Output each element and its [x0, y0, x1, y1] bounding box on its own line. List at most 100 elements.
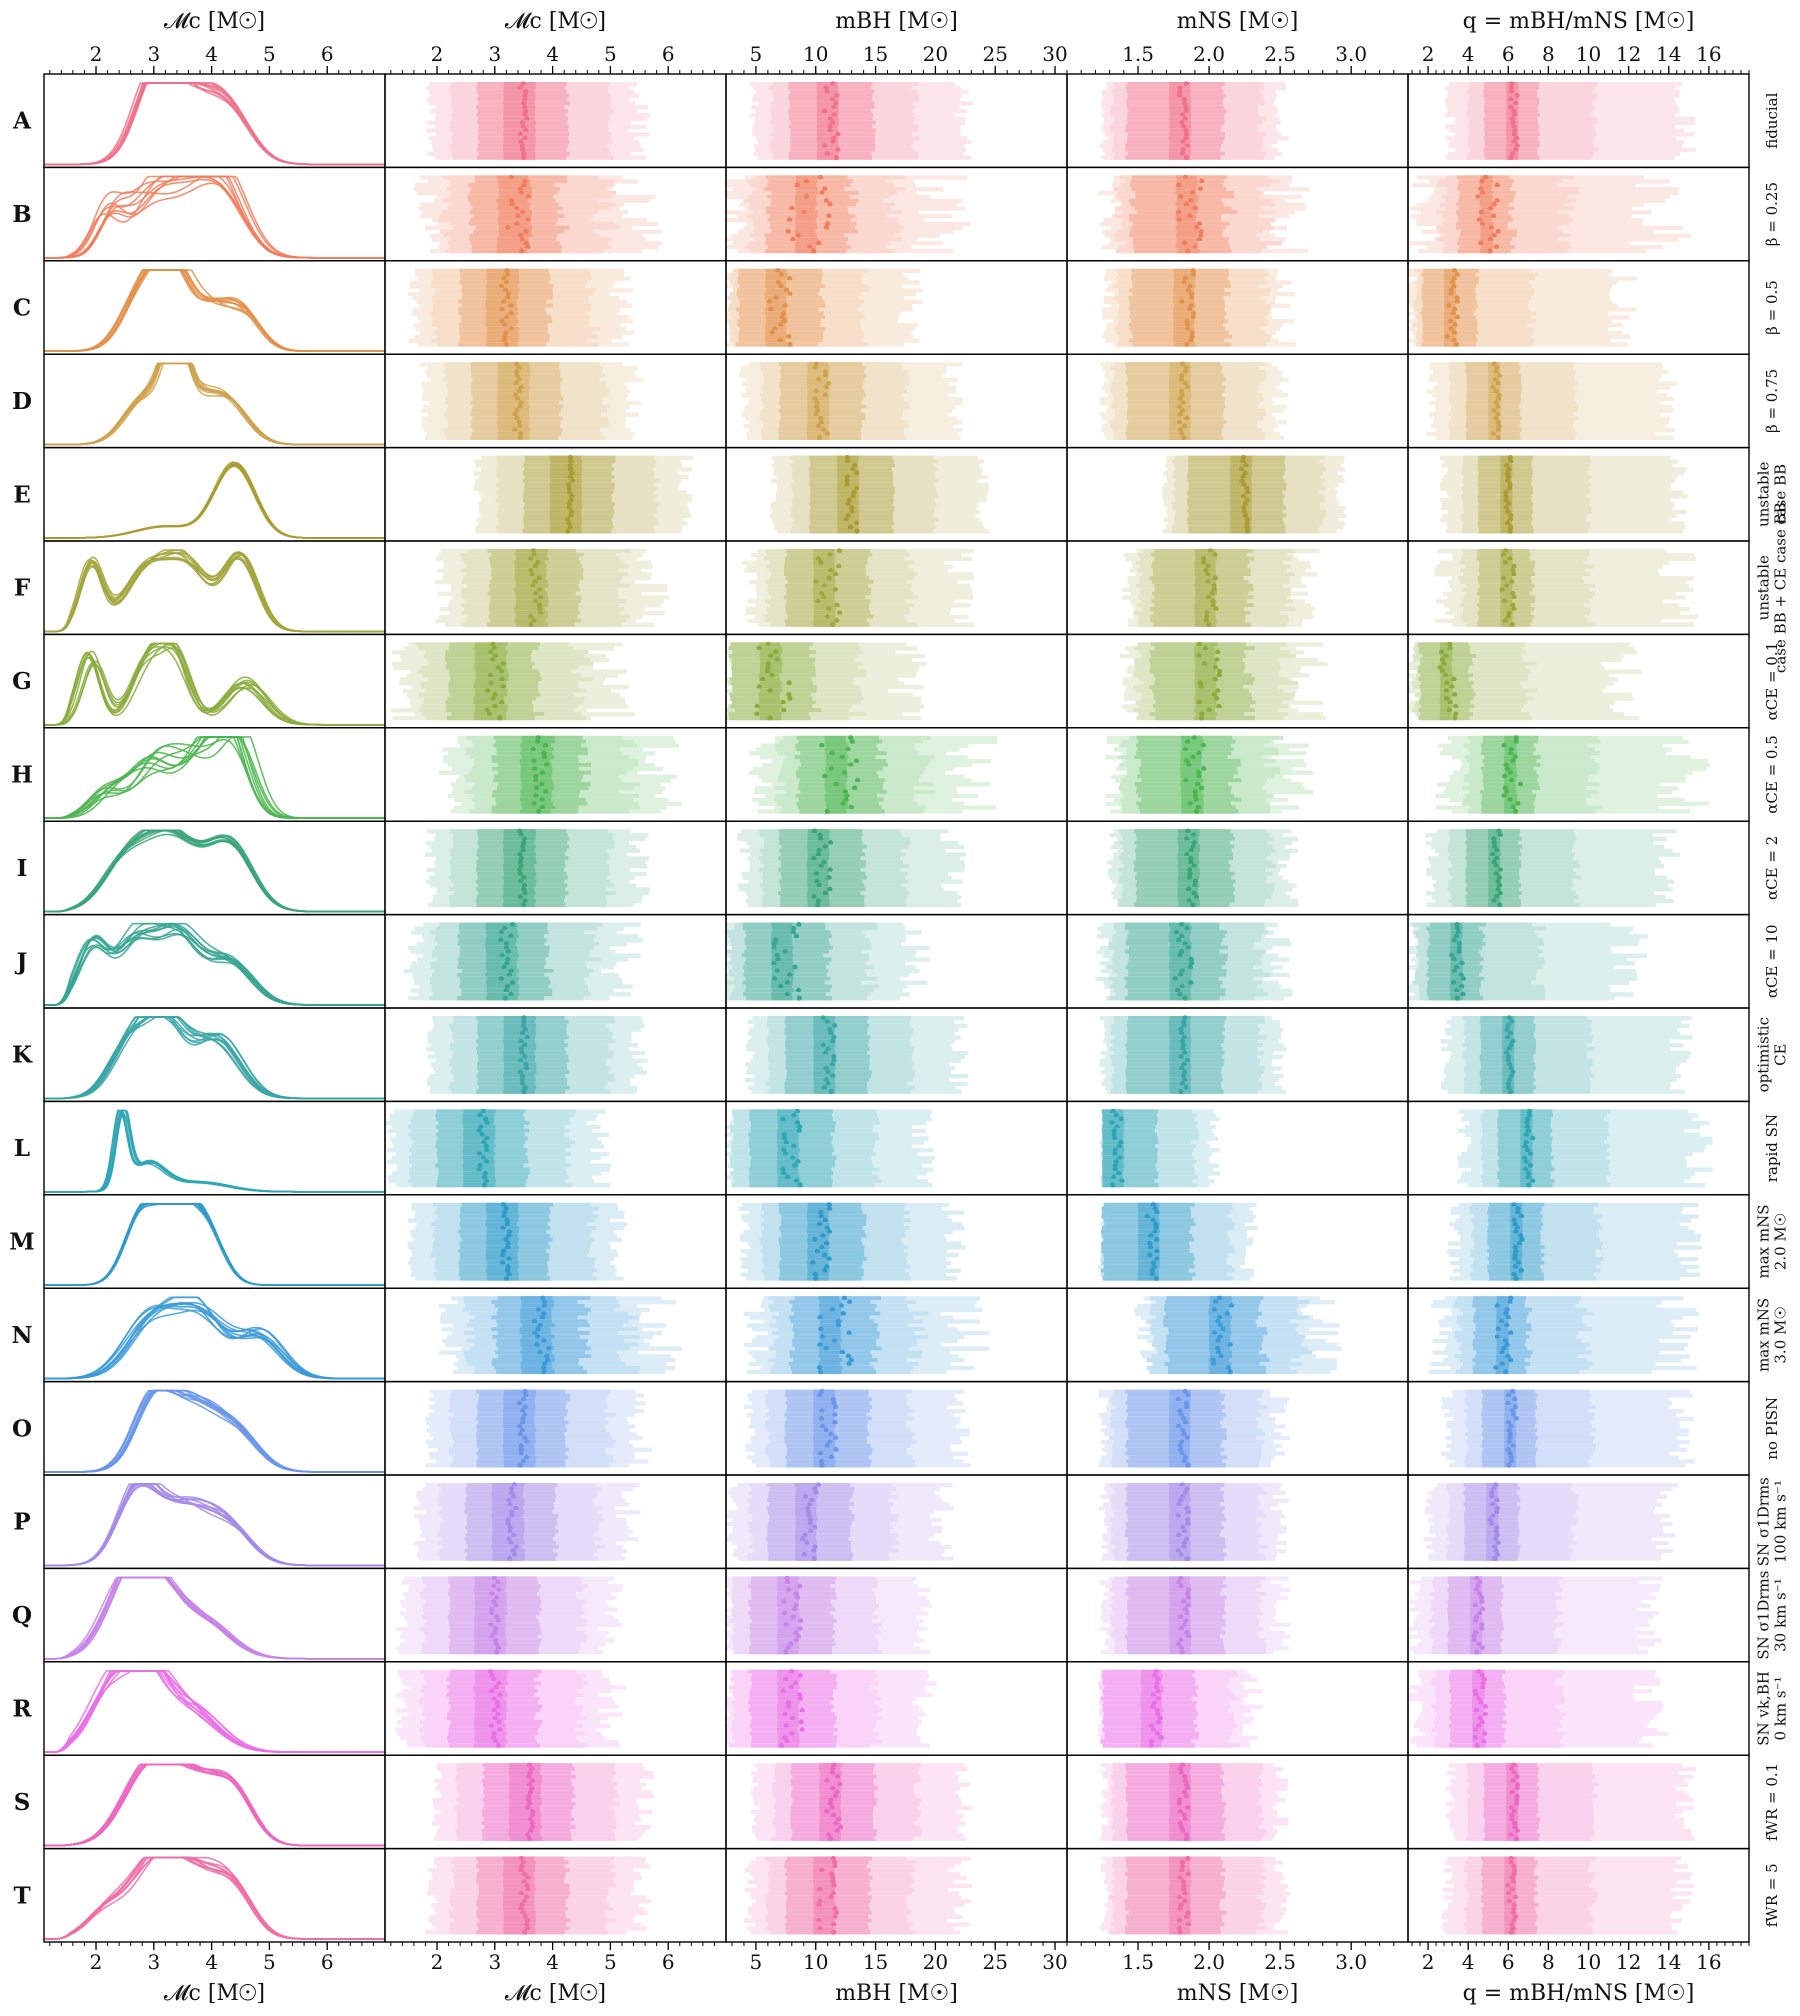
range-band: [514, 576, 546, 581]
median-point: [818, 559, 824, 566]
median-point: [845, 458, 851, 464]
median-point: [853, 520, 859, 526]
median-point: [827, 840, 834, 846]
panel-K-2: [426, 1015, 648, 1095]
range-band: [807, 397, 829, 402]
median-point: [826, 606, 832, 612]
range-band: [1506, 128, 1518, 133]
median-point: [1196, 641, 1202, 647]
density-curve: [44, 645, 385, 726]
median-point: [1184, 415, 1190, 421]
range-band: [503, 1043, 537, 1048]
median-point: [1244, 497, 1250, 503]
median-point: [516, 377, 522, 383]
median-point: [569, 478, 576, 484]
range-band: [758, 708, 780, 713]
median-point: [1504, 462, 1510, 468]
median-point: [830, 621, 836, 628]
panel-I-5: [1425, 828, 1681, 908]
median-point: [1478, 240, 1484, 246]
median-point: [1241, 509, 1247, 515]
range-band: [837, 509, 860, 515]
median-point: [1506, 1085, 1512, 1091]
range-band: [503, 902, 535, 907]
range-band: [825, 778, 847, 783]
range-band: [1450, 980, 1463, 985]
median-point: [1495, 886, 1501, 892]
median-point: [1182, 369, 1189, 375]
range-band: [813, 610, 836, 616]
range-band: [1176, 210, 1198, 215]
median-point: [1184, 322, 1190, 328]
median-point: [1188, 295, 1194, 301]
median-point: [1525, 1128, 1531, 1134]
range-band: [475, 704, 508, 709]
range-band: [1195, 677, 1217, 682]
median-point: [768, 306, 774, 312]
range-band: [1129, 218, 1222, 223]
median-point: [813, 404, 820, 410]
median-point: [827, 552, 833, 558]
median-point: [1506, 1081, 1512, 1087]
range-band: [795, 210, 818, 215]
median-point: [515, 213, 521, 219]
median-point: [1184, 341, 1190, 347]
median-point: [1511, 131, 1517, 137]
range-band: [1488, 867, 1500, 873]
range-band: [1194, 607, 1216, 612]
range-band: [777, 1144, 799, 1149]
density-curve: [44, 463, 385, 539]
range-band: [1230, 502, 1252, 507]
range-band: [796, 175, 819, 180]
median-point: [498, 929, 504, 935]
range-band: [520, 770, 553, 775]
median-point: [569, 509, 575, 515]
range-band: [807, 385, 829, 390]
range-band: [1195, 552, 1217, 558]
density-curve: [44, 933, 385, 1006]
range-band: [813, 560, 835, 565]
range-band: [807, 891, 829, 896]
range-band: [765, 276, 787, 281]
range-band: [1102, 1132, 1157, 1137]
range-band: [1169, 155, 1190, 160]
median-point: [1216, 672, 1222, 678]
range-band: [486, 992, 520, 997]
median-point: [1192, 882, 1198, 888]
median-point: [1513, 735, 1519, 741]
range-band: [765, 334, 787, 339]
median-point: [1199, 178, 1205, 184]
range-band: [503, 113, 536, 118]
range-band: [1470, 805, 1602, 810]
median-point: [1507, 1030, 1514, 1036]
range-band: [1194, 681, 1217, 686]
range-band: [1488, 420, 1501, 425]
range-band: [503, 887, 535, 892]
range-band: [515, 610, 548, 616]
median-point: [813, 579, 819, 585]
median-point: [519, 120, 526, 126]
median-point: [1181, 423, 1188, 429]
range-band: [503, 101, 535, 106]
range-band: [1181, 743, 1204, 748]
median-point: [1517, 781, 1523, 787]
range-band: [1175, 190, 1196, 196]
range-band: [503, 136, 536, 141]
range-band: [1420, 661, 1537, 667]
median-point: [828, 1088, 834, 1095]
density-curve: [44, 1109, 385, 1193]
density-curve: [44, 465, 385, 539]
range-band: [765, 284, 787, 289]
median-point: [1447, 645, 1453, 651]
median-point: [1179, 408, 1185, 414]
median-point: [1205, 579, 1211, 585]
density-curve: [44, 362, 385, 446]
range-band: [1195, 576, 1218, 581]
median-point: [1502, 559, 1509, 566]
median-point: [1501, 575, 1507, 581]
median-point: [831, 135, 837, 141]
median-point: [567, 462, 573, 468]
median-point: [534, 785, 540, 791]
median-point: [1194, 808, 1200, 814]
median-point: [566, 485, 572, 492]
